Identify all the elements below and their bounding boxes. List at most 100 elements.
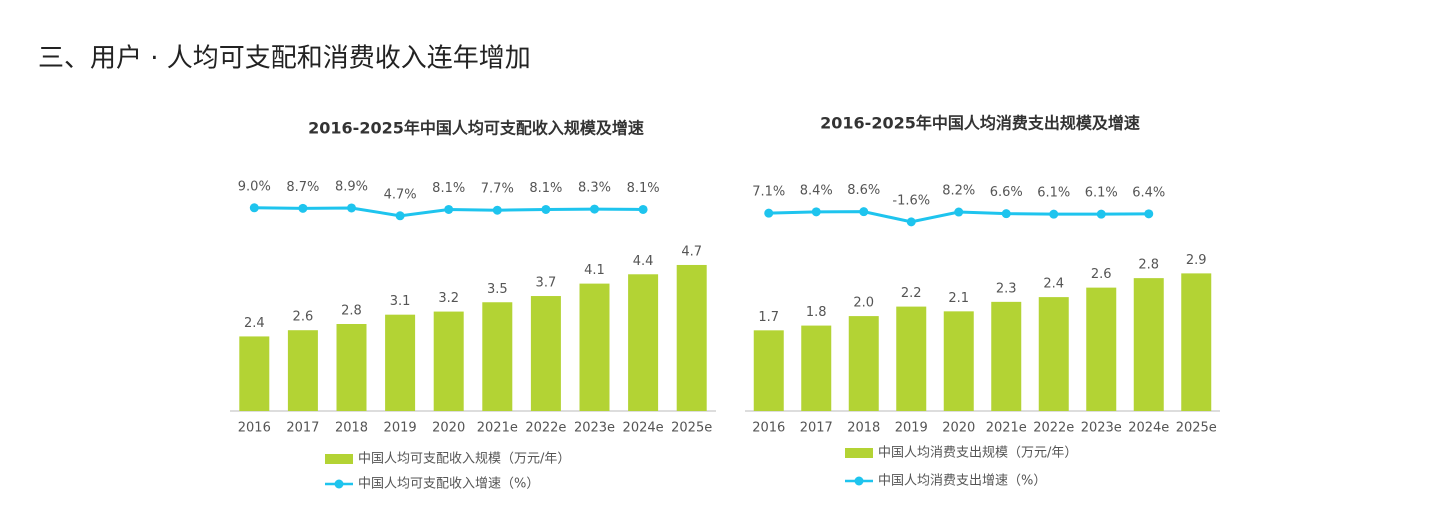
x-tick-label: 2024e: [623, 421, 664, 436]
chart-title: 2016-2025年中国人均可支配收入规模及增速: [308, 119, 644, 138]
line-marker: [1144, 209, 1154, 219]
bar: [579, 283, 610, 411]
x-tick-label: 2023e: [1081, 421, 1122, 436]
data-label: 8.1%: [529, 181, 562, 196]
data-label: 8.3%: [578, 181, 611, 196]
bar: [530, 296, 561, 411]
x-tick-label: 2025e: [671, 421, 712, 436]
data-label: 2.4: [244, 316, 265, 331]
legend-marker: [334, 479, 344, 489]
bar: [336, 324, 367, 411]
line-marker: [811, 207, 821, 217]
bar: [1038, 297, 1069, 411]
line-marker: [590, 204, 599, 214]
data-label: 4.4: [633, 254, 654, 269]
data-label: 3.7: [536, 276, 557, 291]
data-label: 2.1: [948, 291, 969, 306]
line-marker: [395, 211, 405, 221]
bar: [1181, 273, 1212, 411]
line-marker: [249, 203, 259, 213]
data-label: 7.7%: [481, 182, 514, 197]
line-marker: [859, 207, 869, 217]
data-label: 4.1: [584, 263, 605, 278]
bar: [239, 336, 270, 411]
x-tick-label: 2017: [800, 421, 833, 436]
x-tick-label: 2022e: [1033, 421, 1074, 436]
bar: [1133, 278, 1164, 411]
legend-swatch: [845, 448, 873, 458]
data-label: 3.2: [438, 291, 459, 306]
data-label: 8.1%: [432, 181, 465, 196]
line-marker: [638, 204, 648, 214]
x-tick-label: 2016: [752, 421, 785, 436]
page-title: 三、用户 · 人均可支配和消费收入连年增加: [38, 44, 531, 74]
data-label: 2.4: [1043, 277, 1064, 292]
data-label: 6.4%: [1132, 185, 1165, 200]
data-label: 3.5: [487, 282, 508, 297]
x-tick-label: 2020: [432, 421, 465, 436]
bar: [287, 330, 318, 411]
x-tick-label: 2019: [384, 421, 417, 436]
bar: [676, 264, 707, 411]
data-label: 2.8: [341, 304, 362, 319]
bar: [628, 274, 659, 411]
data-label: 8.6%: [847, 183, 880, 198]
data-label: 6.1%: [1085, 186, 1118, 201]
x-tick-label: 2018: [335, 421, 368, 436]
bar: [896, 306, 927, 411]
line-marker: [906, 217, 916, 227]
line-marker: [1049, 209, 1059, 219]
data-label: 2.6: [1091, 267, 1112, 282]
line-marker: [541, 204, 551, 214]
data-label: 8.1%: [627, 181, 660, 196]
line-marker: [298, 203, 308, 213]
line-marker: [1001, 209, 1011, 219]
data-label: 8.7%: [286, 180, 319, 195]
data-label: 2.2: [901, 286, 922, 301]
bar: [1086, 287, 1117, 411]
legend-label: 中国人均可支配收入增速（%）: [358, 477, 539, 492]
x-tick-label: 2024e: [1128, 421, 1169, 436]
bar: [385, 314, 416, 411]
bar: [991, 301, 1022, 411]
chart-panel: [188, 112, 1255, 498]
bar: [801, 325, 832, 411]
line-marker: [1096, 209, 1106, 219]
x-tick-label: 2017: [286, 421, 319, 436]
data-label: 6.1%: [1037, 186, 1070, 201]
legend-label: 中国人均消费支出规模（万元/年）: [878, 446, 1077, 461]
data-label: 2.3: [996, 281, 1017, 296]
legend-label: 中国人均消费支出增速（%）: [878, 474, 1046, 489]
data-label: 1.8: [806, 305, 827, 320]
x-tick-label: 2016: [238, 421, 271, 436]
line-marker: [347, 203, 356, 213]
data-label: 8.4%: [800, 183, 833, 198]
bar: [848, 316, 879, 411]
chart-title: 2016-2025年中国人均消费支出规模及增速: [820, 114, 1140, 133]
data-label: 6.6%: [990, 185, 1023, 200]
data-label: 1.7: [758, 310, 779, 325]
data-label: 8.9%: [335, 179, 368, 194]
data-label: 2.8: [1138, 258, 1159, 273]
x-tick-label: 2021e: [477, 421, 518, 436]
bar: [433, 311, 464, 411]
data-label: -1.6%: [892, 193, 930, 208]
bar: [753, 330, 784, 411]
data-label: 2.0: [853, 296, 874, 311]
data-label: 3.1: [390, 294, 411, 309]
x-tick-label: 2020: [942, 421, 975, 436]
x-tick-label: 2021e: [986, 421, 1027, 436]
legend-label: 中国人均可支配收入规模（万元/年）: [358, 452, 570, 467]
x-tick-label: 2019: [895, 421, 928, 436]
data-label: 8.2%: [942, 184, 975, 199]
bar: [943, 311, 974, 411]
line-marker: [444, 204, 454, 214]
x-tick-label: 2025e: [1176, 421, 1217, 436]
data-label: 7.1%: [752, 185, 785, 200]
bar: [482, 302, 513, 411]
line-marker: [492, 205, 502, 215]
data-label: 2.9: [1186, 253, 1207, 268]
data-label: 2.6: [293, 310, 314, 325]
x-tick-label: 2023e: [574, 421, 615, 436]
